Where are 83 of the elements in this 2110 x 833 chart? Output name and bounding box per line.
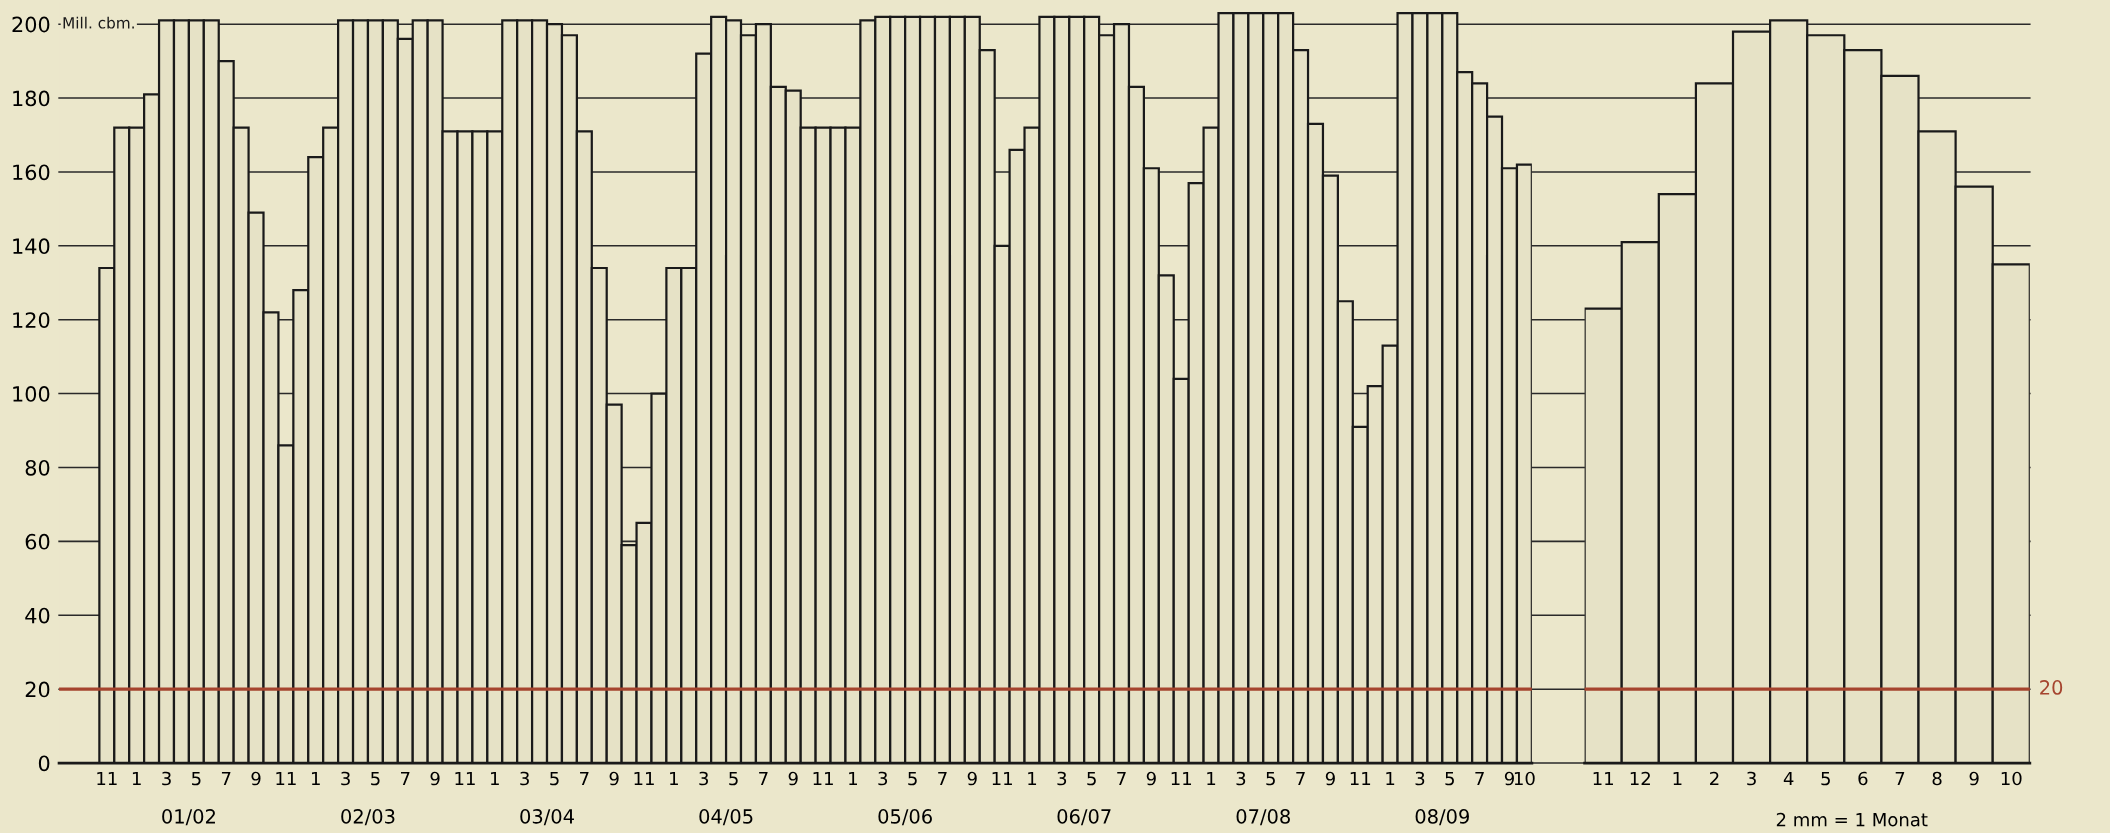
x-tick-label: 1 (311, 771, 320, 786)
x-tick-label: 11 (813, 771, 833, 786)
y-tick-label: 120 (13, 312, 50, 328)
x-tick-label: 11 (992, 771, 1012, 786)
x-tick-label: 11 (97, 771, 117, 786)
x-tick-label: 7 (401, 771, 410, 786)
x-tick-label: 3 (699, 771, 708, 786)
x-tick-label: 1 (670, 771, 678, 786)
x-tick-label: 1 (1028, 771, 1037, 786)
x-tick-label: 5 (1087, 771, 1096, 786)
x-tick-label: 7 (759, 771, 768, 786)
x-tick-label: 7 (221, 771, 231, 786)
text: 04/05 (699, 809, 753, 826)
x-tick-label: 9 (1969, 771, 1979, 786)
x-tick-label: 3 (1747, 771, 1756, 786)
y-tick-label: 0 (38, 755, 50, 772)
y-tick-label: 20 (25, 681, 50, 698)
x-tick-label: 11 (1350, 771, 1371, 786)
x-tick-label: 3 (1415, 771, 1425, 786)
x-tick-label: 9 (967, 771, 977, 786)
x-tick-label: 7 (1895, 771, 1905, 786)
x-tick-label: 9 (609, 771, 619, 786)
y-tick-label: 180 (13, 90, 50, 107)
x-tick-label: 5 (729, 771, 738, 786)
x-tick-label: 5 (1266, 771, 1275, 786)
x-tick-label: 7 (1475, 771, 1484, 786)
text: 08/09 (1415, 809, 1469, 826)
y-tick-label: 60 (25, 533, 50, 550)
y-axis-title: Mill. cbm. (63, 16, 134, 29)
text: 06/07 (1057, 809, 1111, 826)
x-tick-label: 6 (1858, 771, 1868, 786)
x-tick-label: 11 (455, 771, 475, 786)
x-tick-label: 7 (1296, 771, 1305, 786)
text: 2 mm = 1 Monat (1776, 812, 1928, 827)
x-tick-label: 11 (1171, 771, 1192, 786)
x-tick-label: 1 (1386, 771, 1395, 786)
x-tick-label: 12 (1630, 771, 1650, 786)
x-tick-label: 3 (878, 771, 888, 786)
x-tick-label: 11 (1593, 771, 1613, 786)
text: 01/02 (162, 809, 215, 826)
x-tick-label: 9 (251, 771, 261, 786)
x-tick-label: 5 (550, 771, 559, 786)
x-tick-label: 9 (788, 771, 798, 786)
text: 07/08 (1236, 809, 1290, 826)
text: 03/04 (520, 809, 574, 826)
y-tick-label: 200 (12, 16, 50, 33)
y-tick-label: 40 (25, 607, 50, 624)
x-tick-label: 7 (938, 771, 947, 786)
x-tick-label: 8 (1932, 771, 1942, 786)
x-tick-label: 10 (1514, 771, 1535, 786)
ref-line-label: 20 (2040, 680, 2063, 695)
x-tick-label: 9 (1325, 771, 1335, 786)
x-tick-label: 4 (1783, 771, 1794, 786)
x-tick-label: 11 (634, 771, 654, 786)
x-tick-label: 9 (1504, 771, 1514, 786)
x-tick-label: 1 (1207, 771, 1216, 786)
y-tick-label: 140 (13, 238, 50, 255)
x-tick-label: 3 (1236, 771, 1246, 786)
x-tick-label: 3 (1057, 771, 1067, 786)
x-tick-label: 10 (2001, 771, 2022, 786)
x-tick-label: 11 (276, 771, 296, 786)
x-tick-label: 1 (491, 771, 499, 786)
x-tick-label: 5 (1821, 771, 1830, 786)
x-tick-label: 9 (1146, 771, 1156, 786)
x-tick-label: 2 (1710, 771, 1719, 786)
x-tick-label: 3 (341, 771, 350, 786)
x-tick-label: 3 (520, 771, 529, 786)
x-tick-label: 5 (908, 771, 917, 786)
x-tick-label: 7 (580, 771, 589, 786)
x-tick-label: 5 (1445, 771, 1454, 786)
x-tick-label: 9 (430, 771, 440, 786)
x-tick-label: 1 (1673, 771, 1682, 786)
x-tick-label: 5 (192, 771, 201, 786)
x-tick-label: 3 (162, 771, 171, 786)
y-tick-label: 80 (25, 459, 50, 476)
x-tick-label: 1 (132, 771, 141, 786)
x-tick-label: 1 (849, 771, 857, 786)
text: 02/03 (341, 809, 395, 826)
y-tick-label: 160 (13, 164, 50, 181)
text: 05/06 (878, 809, 932, 826)
y-tick-label: 100 (13, 386, 50, 402)
x-tick-label: 7 (1117, 771, 1126, 786)
x-tick-label: 5 (371, 771, 380, 786)
